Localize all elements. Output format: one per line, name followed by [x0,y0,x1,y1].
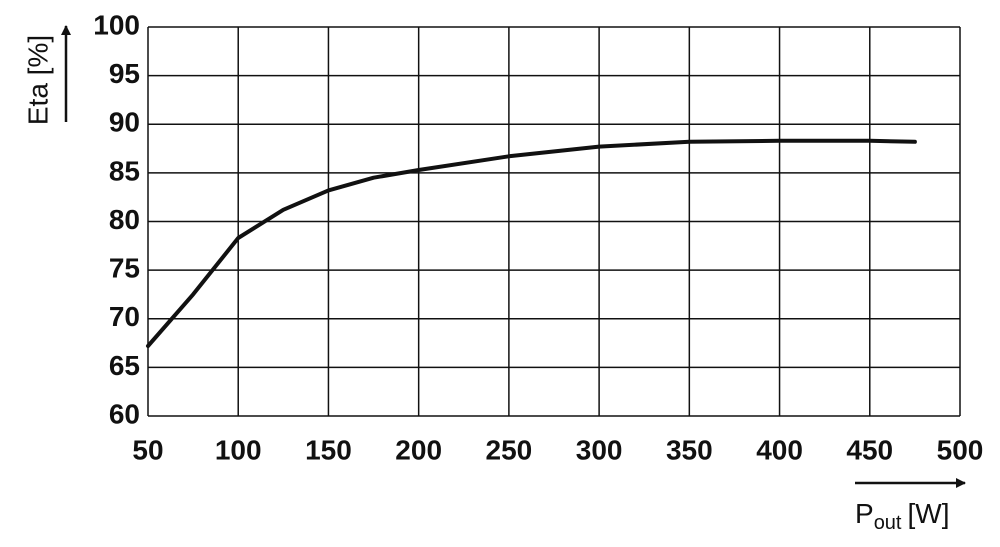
x-tick-label: 100 [215,434,262,465]
x-tick-label: 150 [305,434,352,465]
x-tick-label: 200 [395,434,442,465]
y-tick-label: 90 [109,107,140,138]
y-tick-label: 60 [109,398,140,429]
x-tick-label: 50 [132,434,163,465]
y-tick-label: 65 [109,350,140,381]
y-tick-label: 85 [109,155,140,186]
x-tick-label: 300 [576,434,623,465]
x-label-main: P [855,498,874,529]
x-tick-label: 350 [666,434,713,465]
y-tick-label: 100 [93,9,140,40]
x-tick-label: 400 [756,434,803,465]
y-tick-label: 95 [109,58,140,89]
curve [146,138,917,348]
x-label-unit: [W] [908,498,950,529]
x-tick-label: 500 [937,434,984,465]
x-tick-label: 250 [486,434,533,465]
x-axis-label: Pout [W] [855,498,950,534]
y-tick-label: 80 [109,204,140,235]
x-tick-label: 450 [846,434,893,465]
y-axis-label: Eta [%] [22,35,53,125]
y-tick-label: 70 [109,301,140,332]
x-label-sub: out [874,512,902,534]
y-tick-label: 75 [109,253,140,284]
